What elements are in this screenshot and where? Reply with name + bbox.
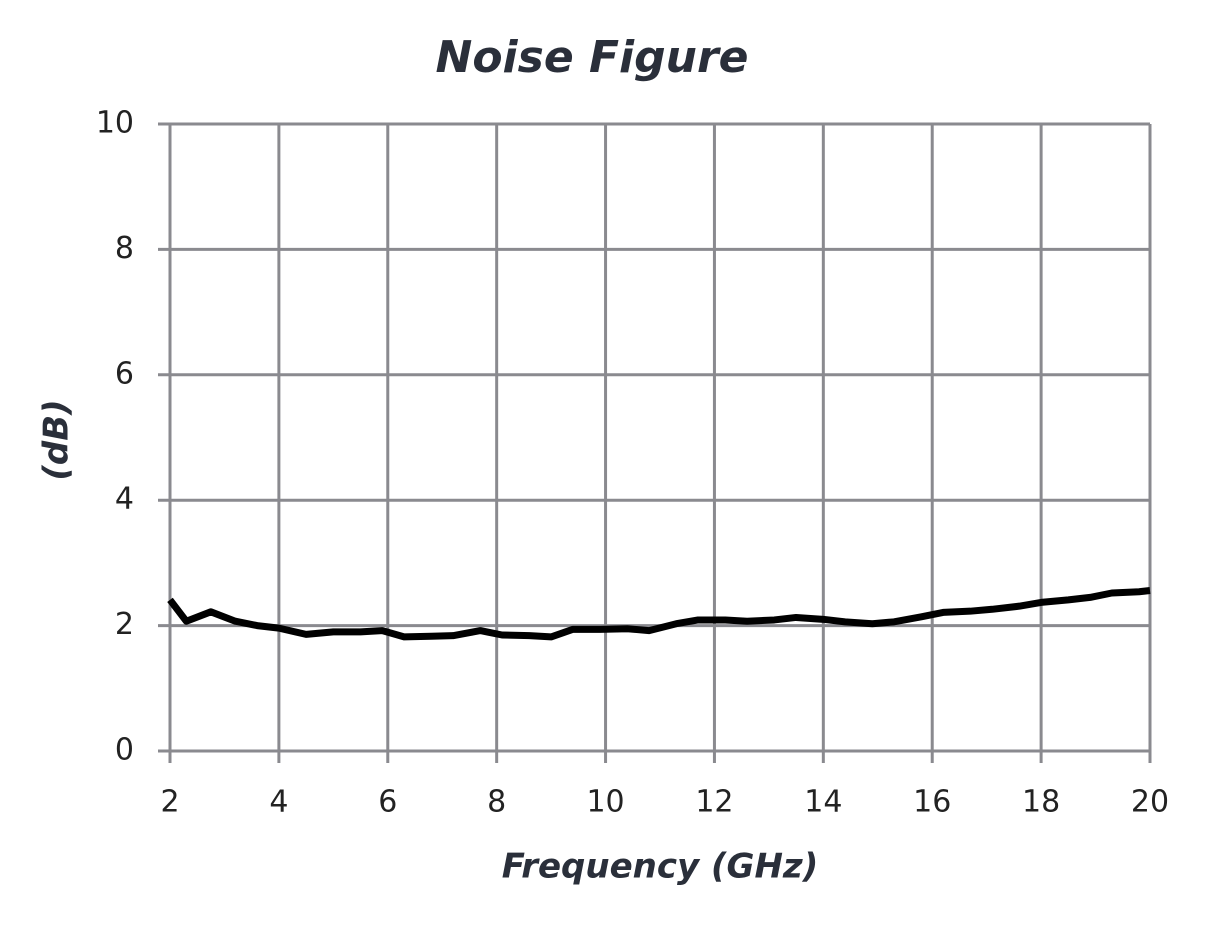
y-tick-label: 4 xyxy=(115,482,134,517)
x-tick-label: 4 xyxy=(269,785,288,820)
y-tick-label: 2 xyxy=(115,607,134,642)
x-tick-label: 2 xyxy=(160,785,179,820)
x-tick-label: 20 xyxy=(1131,785,1169,820)
y-axis-label: (dB) xyxy=(37,399,77,480)
x-tick-label: 10 xyxy=(586,785,624,820)
data-line xyxy=(167,587,1151,641)
y-tick-label: 6 xyxy=(115,356,134,391)
x-axis-label: Frequency (GHz) xyxy=(502,847,819,887)
y-tick-label: 10 xyxy=(96,106,134,141)
x-tick-label: 12 xyxy=(695,785,733,820)
x-tick-label: 16 xyxy=(913,785,951,820)
chart-title: Noise Figure xyxy=(436,32,749,83)
y-tick-label: 0 xyxy=(115,733,134,768)
x-tick-label: 6 xyxy=(378,785,397,820)
x-tick-label: 14 xyxy=(804,785,842,820)
x-tick-label: 8 xyxy=(487,785,506,820)
y-tick-label: 8 xyxy=(115,231,134,266)
x-tick-label: 18 xyxy=(1022,785,1060,820)
